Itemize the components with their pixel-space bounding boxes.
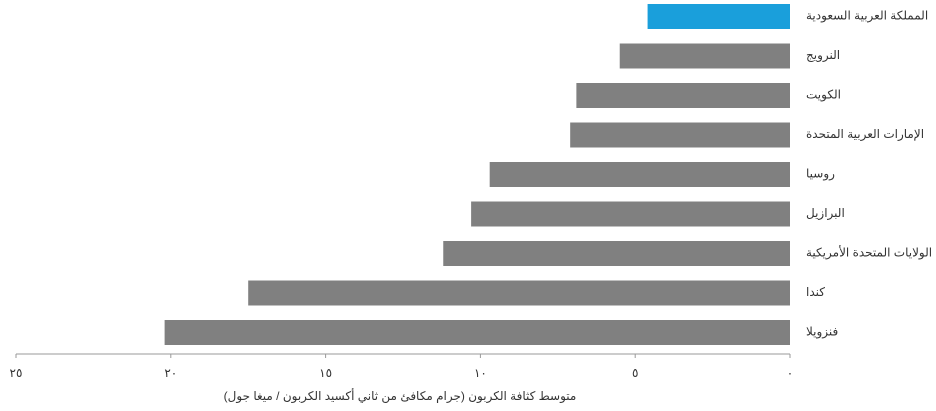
- category-label: المملكة العربية السعودية: [806, 9, 928, 24]
- x-tick-label: ١٠: [474, 366, 487, 380]
- bar: [576, 83, 790, 108]
- x-tick-label: ١٥: [319, 366, 332, 380]
- bar: [570, 122, 790, 148]
- x-tick-label: ٠: [787, 366, 793, 380]
- bar: [248, 280, 790, 306]
- category-label: كندا: [806, 285, 825, 299]
- category-label: روسيا: [806, 167, 835, 182]
- category-label: فنزويلا: [806, 325, 838, 340]
- x-axis-title: متوسط كثافة الكربون (جرام مكافئ من ثاني …: [224, 388, 577, 404]
- category-label: الكويت: [806, 88, 841, 103]
- category-label: الولايات المتحدة الأمريكية: [806, 245, 932, 261]
- category-label: البرازيل: [806, 206, 845, 221]
- category-label: الإمارات العربية المتحدة: [806, 127, 924, 142]
- bar: [164, 320, 790, 345]
- bar: [489, 162, 790, 187]
- x-tick-label: ٢٥: [10, 366, 23, 380]
- bar: [647, 4, 790, 29]
- x-tick-label: ٢٠: [164, 366, 177, 380]
- x-tick-label: ٥: [632, 366, 638, 380]
- bar: [619, 43, 790, 69]
- bar: [443, 241, 790, 266]
- category-label: النرويج: [806, 48, 840, 63]
- bar: [471, 201, 790, 227]
